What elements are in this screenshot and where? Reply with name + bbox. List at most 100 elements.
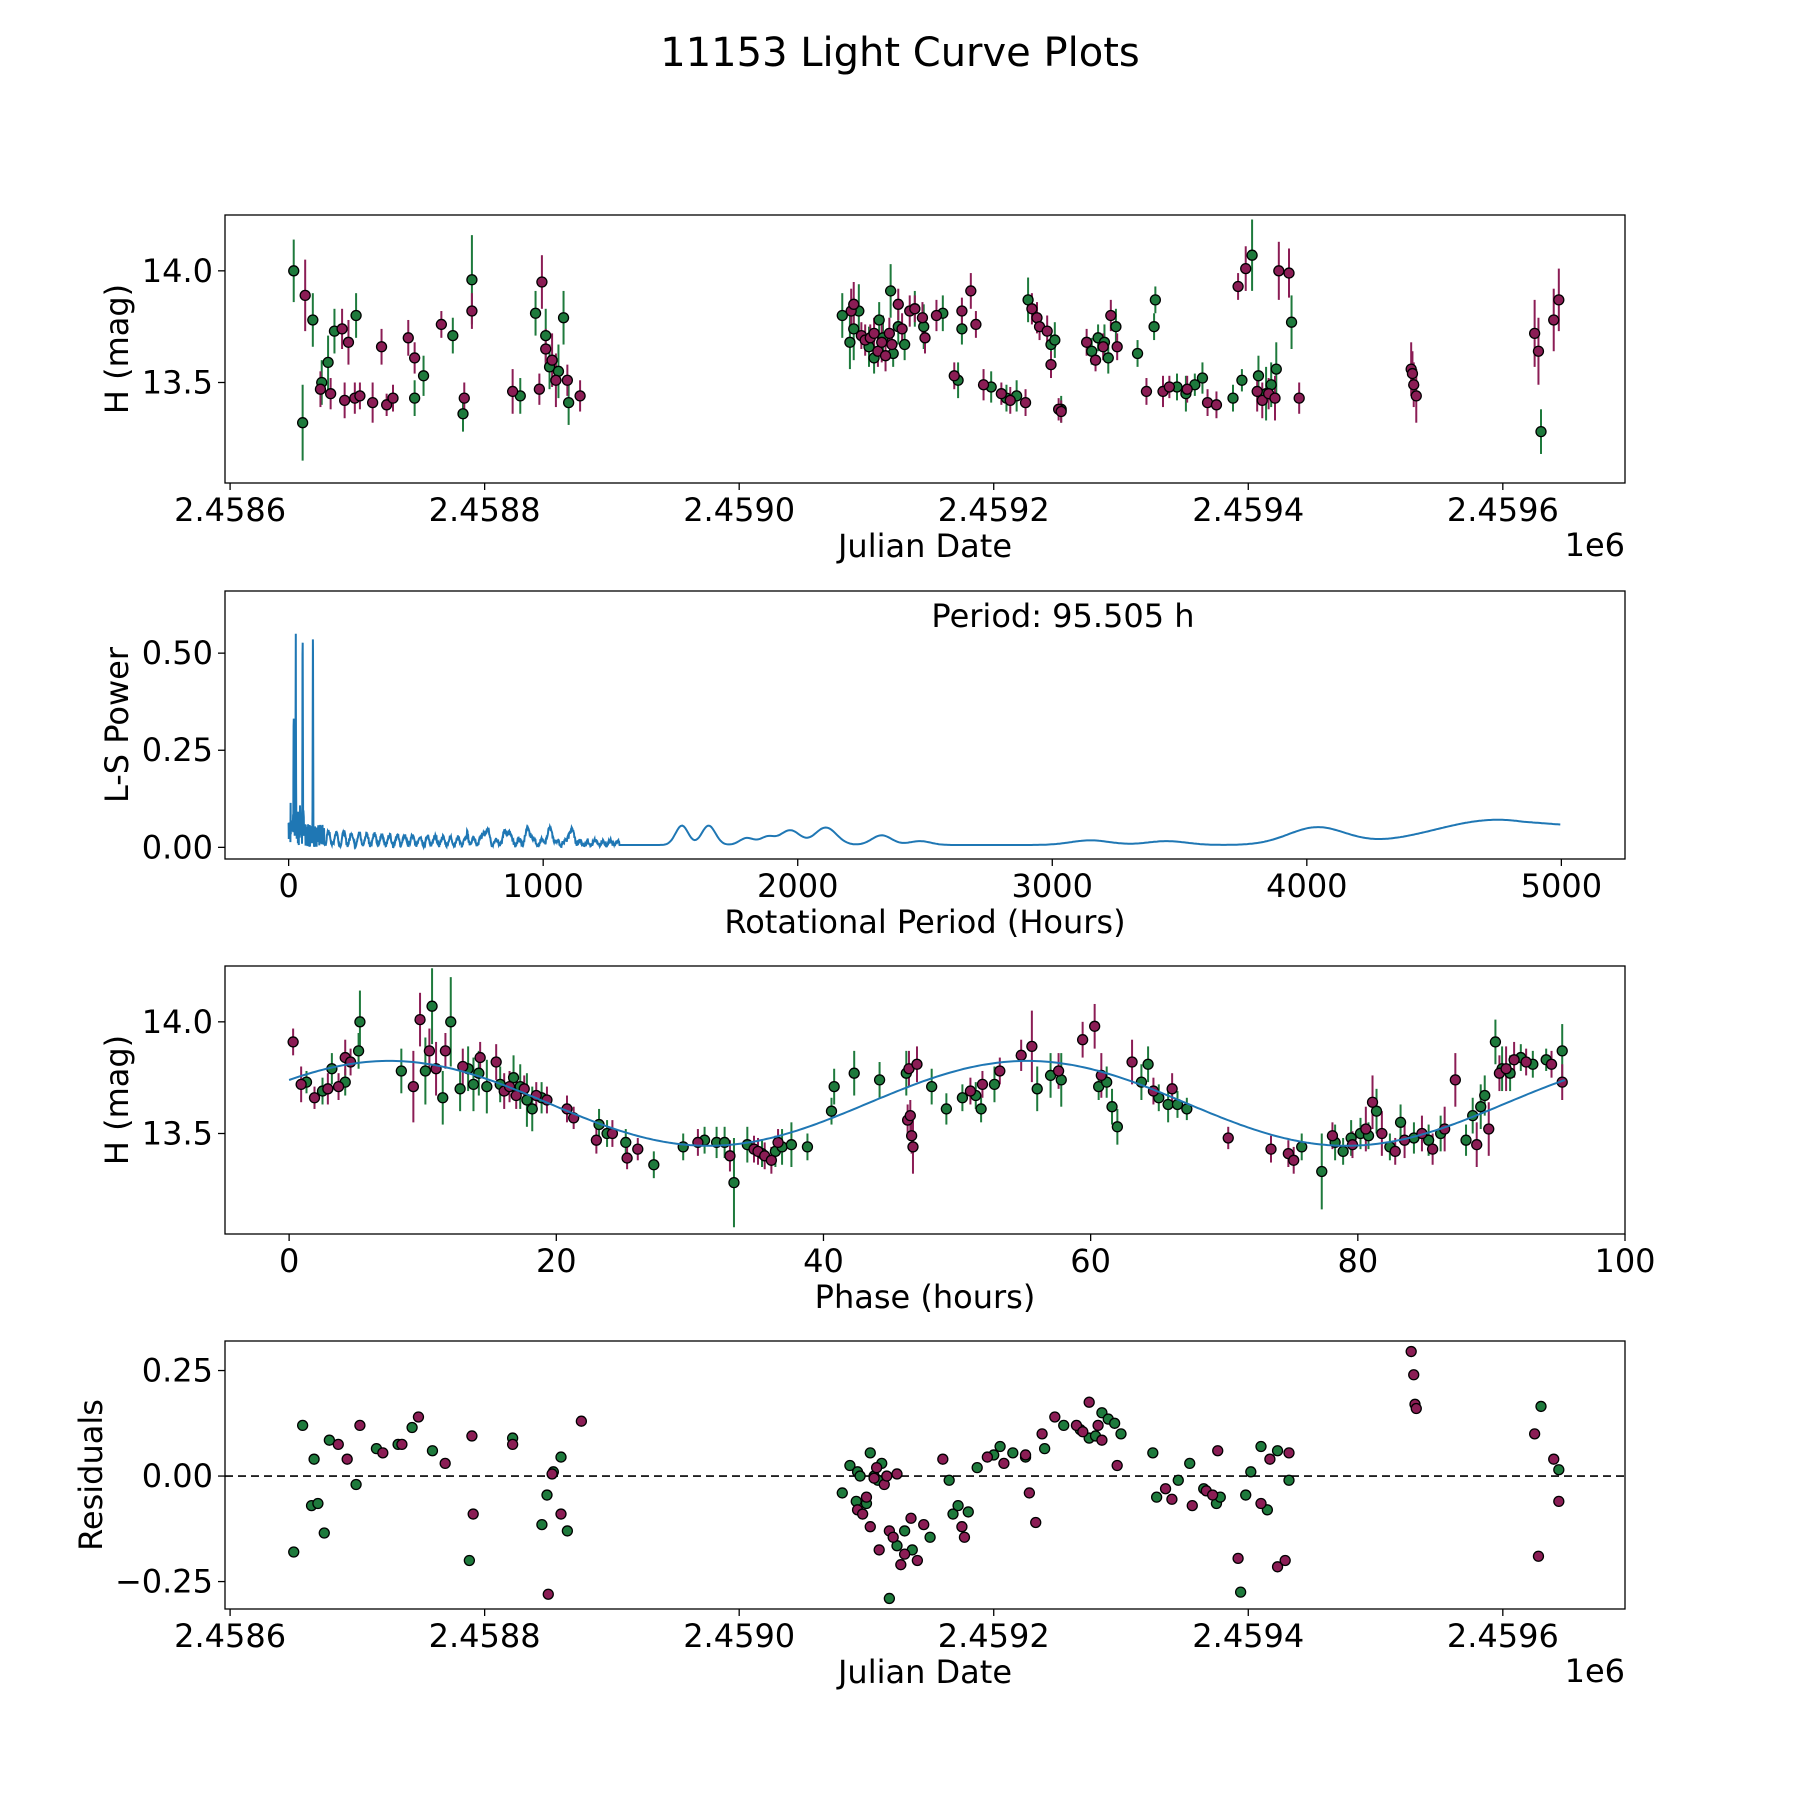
data-point: [402, 332, 414, 344]
data-point: [445, 1016, 457, 1028]
data-point: [994, 1065, 1006, 1077]
data-point: [542, 1588, 554, 1600]
data-point: [336, 323, 348, 335]
data-point: [332, 1080, 345, 1093]
data-point: [1553, 1495, 1565, 1508]
data-point: [825, 1105, 838, 1117]
data-point: [971, 1461, 983, 1474]
data-point: [1089, 354, 1102, 366]
phased-xlabel: Phase (hours): [815, 1278, 1036, 1316]
data-point: [1080, 336, 1093, 348]
data-point: [926, 1080, 938, 1093]
data-point: [447, 329, 459, 342]
data-point: [1076, 1034, 1089, 1046]
data-point: [1256, 394, 1268, 407]
data-point: [574, 390, 586, 402]
data-point: [1545, 1058, 1558, 1070]
data-point: [546, 1468, 558, 1480]
data-point: [467, 1508, 479, 1520]
data-point: [1041, 325, 1053, 337]
data-point: [1255, 1440, 1267, 1453]
data-point: [1475, 1101, 1487, 1113]
data-point: [620, 1136, 632, 1149]
data-point: [287, 1036, 299, 1048]
data-point: [1553, 294, 1565, 306]
data-point: [886, 338, 898, 351]
phased-panel: 0 20 40 60 80 100 13.5 14.0 Phase (hours) H (ma…: [98, 965, 1656, 1316]
data-point: [1232, 280, 1244, 293]
x-tick-label: 2.4590: [683, 1617, 795, 1655]
data-point: [868, 1472, 880, 1484]
x-tick-label: 80: [1337, 1242, 1378, 1280]
data-point: [439, 1457, 451, 1470]
data-point: [1096, 1434, 1108, 1446]
data-point: [1251, 385, 1263, 398]
data-point: [1150, 1491, 1163, 1503]
data-point: [526, 1103, 538, 1115]
data-point: [1019, 396, 1032, 409]
data-point: [801, 1141, 814, 1153]
data-point: [930, 309, 943, 322]
data-point: [1283, 1447, 1295, 1459]
x-tick-label: 2.4586: [174, 1617, 286, 1655]
data-point: [1410, 1402, 1422, 1415]
data-point: [322, 1083, 334, 1095]
data-point: [1206, 1489, 1219, 1501]
data-point: [828, 1080, 840, 1093]
data-point: [1520, 1056, 1532, 1068]
data-point: [1296, 1141, 1308, 1153]
data-point: [419, 1065, 432, 1077]
y-tick-label: 14.0: [142, 252, 213, 290]
data-point: [1271, 1561, 1284, 1573]
data-point: [1288, 1154, 1300, 1166]
data-point: [881, 1470, 893, 1482]
data-point: [540, 329, 552, 342]
data-point: [1058, 1419, 1070, 1432]
power-spectrum-line: [287, 633, 1561, 851]
data-point: [1007, 1447, 1019, 1459]
x-tick-label: 1000: [502, 867, 583, 905]
data-point: [1162, 1098, 1174, 1111]
data-point: [296, 1419, 309, 1432]
data-point: [1049, 1411, 1061, 1423]
periodogram-panel: 0 1000 2000 3000 4000 5000 0.00 0.25 0.50 Period…: [98, 590, 1626, 941]
data-point: [905, 1512, 917, 1524]
data-point: [785, 1139, 798, 1151]
data-point: [341, 1453, 353, 1465]
y-tick-label: 0.50: [142, 634, 213, 672]
data-point: [1222, 1132, 1234, 1144]
data-point: [1528, 1428, 1541, 1440]
data-point: [864, 1447, 876, 1459]
data-point: [555, 1508, 567, 1520]
data-point: [854, 1470, 866, 1482]
data-point: [919, 332, 931, 344]
data-point: [396, 1438, 408, 1451]
data-point: [550, 374, 562, 386]
data-point: [407, 1080, 420, 1093]
data-point: [1535, 425, 1547, 438]
data-point: [555, 1451, 567, 1463]
data-point: [1240, 1489, 1252, 1501]
data-point: [426, 1000, 438, 1012]
data-point: [1337, 1145, 1349, 1158]
x-tick-label: 60: [1070, 1242, 1111, 1280]
data-point: [474, 1051, 486, 1064]
data-point: [1406, 367, 1419, 380]
data-point: [1026, 1040, 1038, 1053]
data-point: [956, 1092, 969, 1104]
data-point: [562, 396, 575, 409]
data-point: [621, 1152, 633, 1164]
data-point: [466, 274, 478, 286]
data-point: [1045, 358, 1057, 371]
data-point: [896, 323, 908, 335]
data-point: [873, 314, 885, 326]
data-point: [904, 1109, 916, 1122]
data-point: [898, 1525, 911, 1537]
data-point: [1283, 267, 1295, 279]
data-point: [1210, 399, 1223, 411]
data-point: [1163, 381, 1176, 393]
data-point: [1240, 262, 1252, 275]
data-point: [1532, 1550, 1545, 1562]
data-point: [380, 399, 393, 411]
data-point: [1159, 1483, 1172, 1495]
